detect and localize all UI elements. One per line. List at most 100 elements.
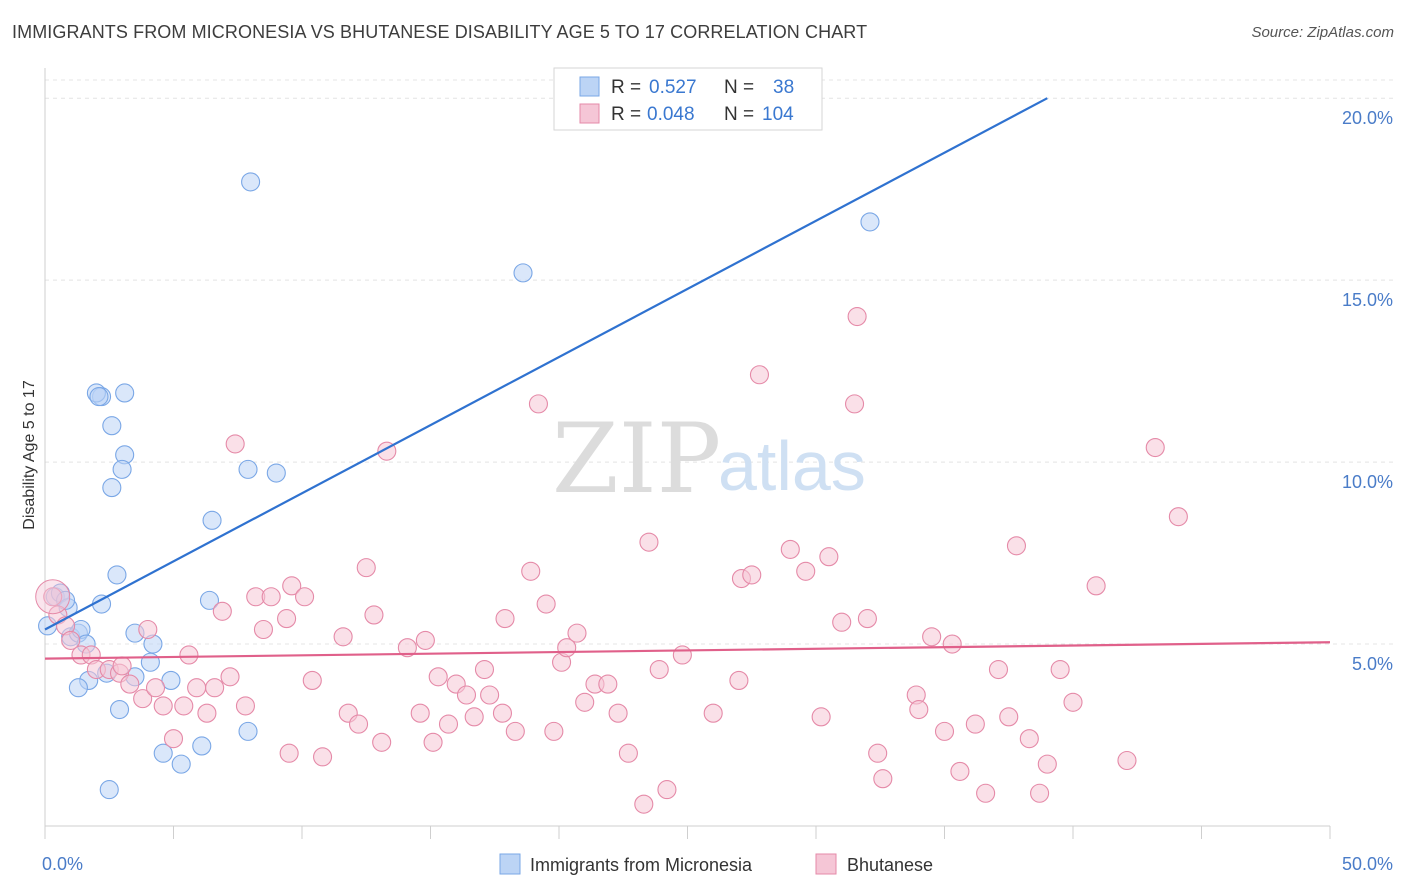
series-1-point-56	[528, 394, 548, 414]
series-1-point-26	[253, 619, 274, 640]
series-1-point-102	[1063, 692, 1083, 712]
series-1-point-37	[356, 558, 376, 578]
series-0-point-30	[238, 459, 258, 479]
series-1-point-22	[220, 667, 240, 687]
series-1-point-15	[163, 729, 184, 749]
series-1-point-64	[598, 674, 618, 694]
stats-legend-swatch-bhutanese	[579, 103, 600, 124]
series-1-point-49	[464, 707, 484, 727]
series-1-point-57	[536, 594, 556, 614]
series-1-point-53	[495, 609, 515, 629]
series-1-point-20	[205, 678, 225, 698]
series-1-point-68	[639, 532, 659, 552]
series-1-point-3	[61, 630, 81, 650]
series-1-point-73	[729, 670, 749, 690]
trend-lines	[44, 97, 1331, 660]
axes	[44, 68, 1331, 839]
series-1-point-82	[844, 394, 865, 414]
series-1-point-81	[832, 612, 852, 632]
stats-r-value-bhutanese: 0.048	[647, 104, 695, 125]
series-1-point-92	[950, 761, 970, 781]
series-1-point-89	[922, 627, 942, 647]
x-tick-label-1: 50.0%	[1342, 854, 1393, 874]
series-0-point-32	[241, 172, 261, 192]
series-1-point-99	[1030, 783, 1050, 803]
series-1-point-48	[456, 685, 477, 705]
series-1-point-88	[909, 700, 929, 720]
series-1-point-51	[480, 685, 500, 705]
stats-r-value-micronesia: 0.527	[649, 77, 697, 98]
grid-lines	[45, 79, 1393, 645]
series-1-point-28	[277, 609, 297, 629]
series-1-point-66	[618, 743, 638, 763]
series-1-point-54	[505, 721, 525, 741]
series-1-point-93	[965, 714, 985, 734]
series-1-point-cluster	[35, 579, 71, 615]
series-1-point-103	[1086, 576, 1106, 596]
series-1-point-71	[672, 645, 692, 665]
series-1-point-75	[742, 565, 762, 585]
series-1-point-19	[197, 703, 217, 723]
series-1-point-86	[873, 769, 893, 789]
data-points	[35, 172, 1188, 814]
stats-n-value-bhutanese: 104	[762, 104, 794, 125]
series-1-trend-line	[44, 641, 1331, 660]
series-0-point-19	[107, 565, 127, 585]
series-0-point-23	[140, 652, 160, 672]
series-1-point-32	[302, 670, 322, 690]
series-1-point-70	[657, 780, 677, 800]
series-1-point-100	[1037, 754, 1057, 774]
series-1-point-95	[988, 659, 1009, 680]
series-0-point-36	[192, 736, 212, 756]
series-1-point-90	[934, 721, 955, 741]
series-1-point-78	[796, 561, 816, 581]
series-1-point-17	[179, 645, 199, 665]
series-1-point-106	[1168, 507, 1188, 527]
series-1-point-27	[261, 587, 281, 607]
series-1-point-12	[138, 619, 158, 640]
stats-r-label-micronesia: R =	[611, 77, 641, 98]
series-1-point-94	[976, 783, 996, 803]
series-1-point-97	[1006, 536, 1027, 556]
series-1-point-85	[868, 743, 888, 763]
series-1-point-52	[492, 703, 513, 723]
series-1-point-44	[423, 732, 443, 752]
stats-n-label-micronesia: N =	[724, 77, 754, 98]
series-1-point-98	[1019, 729, 1039, 749]
series-0-trend-line	[44, 97, 1048, 631]
series-1-point-67	[634, 794, 654, 814]
series-0-point-29	[199, 590, 220, 610]
watermark: ZIP atlas	[552, 403, 866, 515]
series-legend: Immigrants from Micronesia Bhutanese	[499, 853, 933, 875]
stats-n-value-micronesia: 38	[773, 77, 794, 98]
series-1-point-61	[567, 623, 587, 643]
chart-source: Source: ZipAtlas.com	[1251, 24, 1394, 41]
series-1-point-18	[187, 678, 207, 698]
series-1-point-58	[544, 721, 564, 741]
series-1-point-76	[749, 365, 770, 385]
series-1-point-65	[608, 703, 628, 723]
series-1-point-77	[780, 539, 800, 559]
legend-swatch-micronesia	[499, 853, 521, 875]
series-0-point-16	[102, 416, 122, 436]
series-1-point-55	[521, 561, 541, 581]
legend-label-bhutanese: Bhutanese	[847, 855, 933, 875]
series-1-point-105	[1145, 437, 1165, 458]
series-1-point-43	[415, 630, 435, 650]
stats-n-label-bhutanese: N =	[724, 104, 754, 125]
series-1-point-10	[120, 674, 140, 694]
series-1-point-62	[575, 692, 595, 712]
series-1-point-34	[333, 627, 353, 647]
series-0-point-33	[238, 721, 258, 741]
series-0-point-26	[109, 700, 130, 720]
series-1-point-91	[942, 634, 962, 654]
legend-swatch-bhutanese	[815, 853, 837, 875]
series-1-point-101	[1050, 659, 1070, 680]
series-1-point-23	[225, 434, 245, 454]
series-1-point-39	[372, 732, 392, 752]
series-1-point-11	[133, 689, 153, 709]
series-0-point-34	[153, 743, 173, 763]
watermark-atlas: atlas	[718, 427, 866, 505]
series-1-point-30	[282, 576, 302, 596]
